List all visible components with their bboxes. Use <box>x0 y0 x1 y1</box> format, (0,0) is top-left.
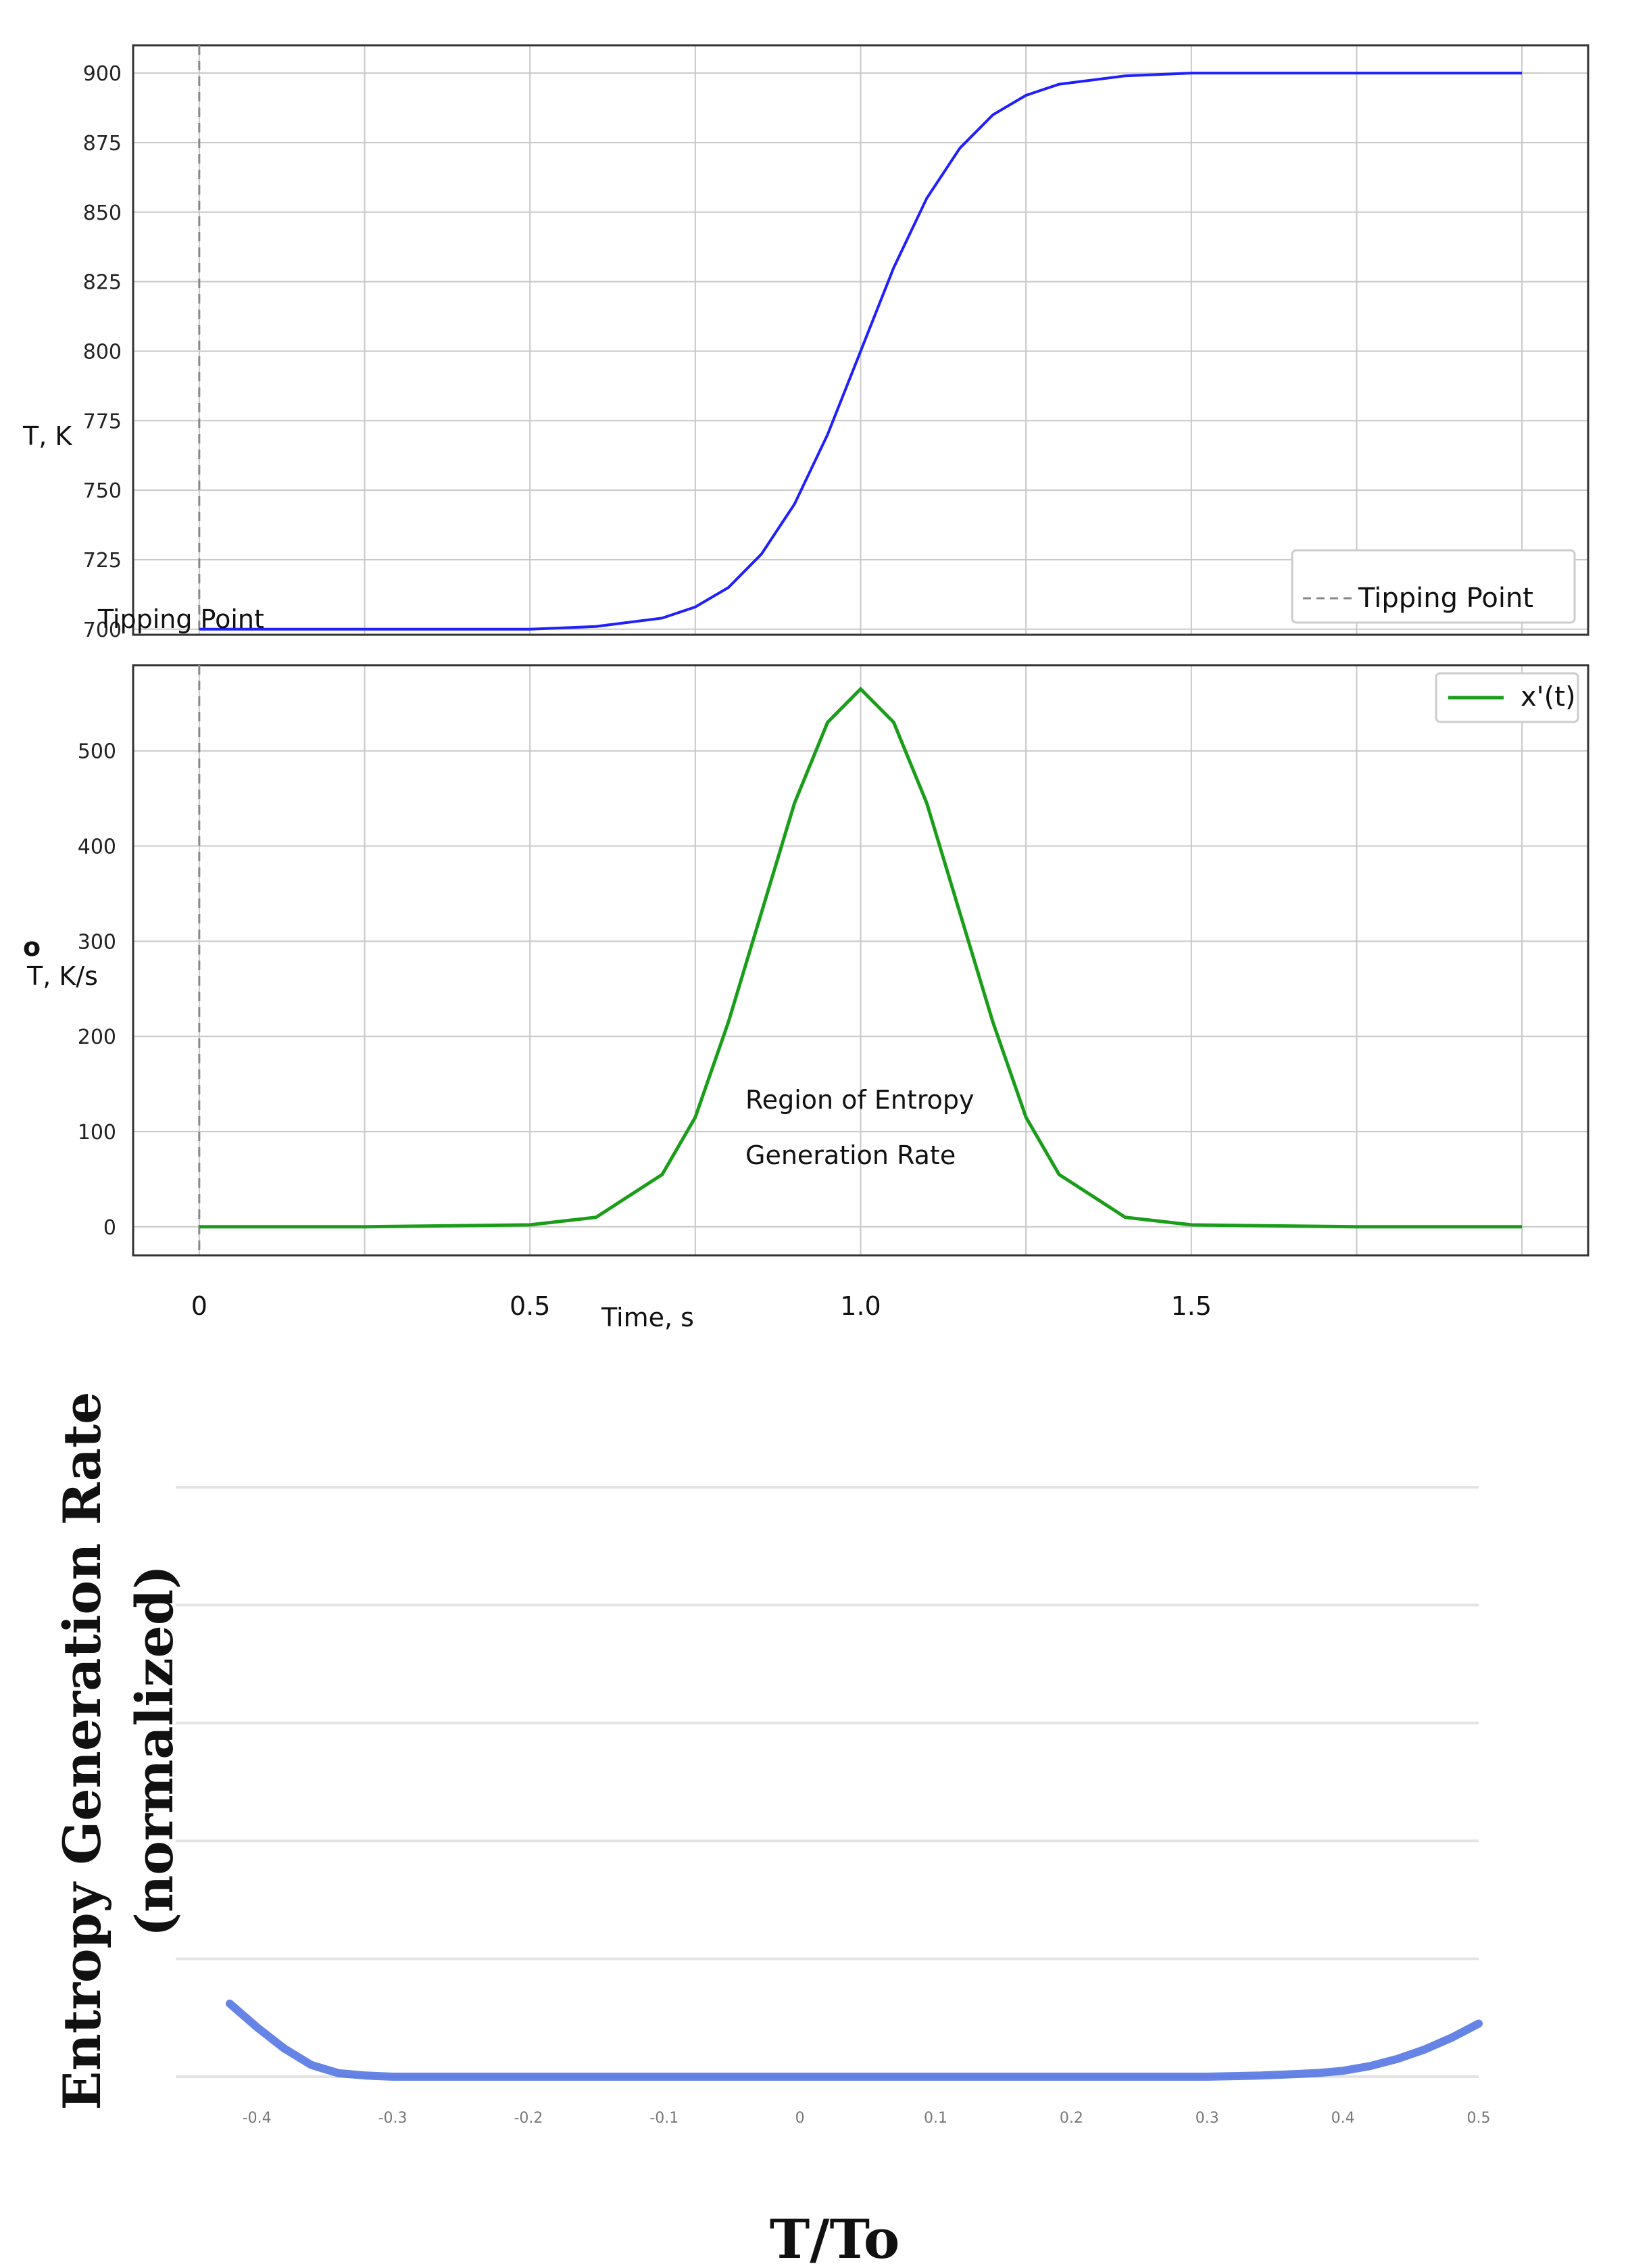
x-tick-label: 0.5 <box>1467 2110 1491 2127</box>
y-tick-label: 200 <box>78 1026 116 1049</box>
x-tick-label: 0.4 <box>1331 2110 1355 2127</box>
x-tick-label: 1.0 <box>840 1291 881 1321</box>
y-tick-label: 825 <box>83 271 122 295</box>
rate-plot-frame <box>132 664 1589 1257</box>
y-tick-label: 900 <box>83 62 122 86</box>
x-tick-label: 0 <box>795 2110 805 2127</box>
y-tick-label: 300 <box>78 930 116 954</box>
x-tick-label: -0.1 <box>649 2110 679 2127</box>
x-tick-label: -0.4 <box>243 2110 272 2127</box>
rate-legend-label: x'(t) <box>1521 681 1576 713</box>
x-tick-label: 0.1 <box>924 2110 947 2127</box>
temperature-y-axis-label: T, K <box>22 421 72 451</box>
temperature-series-line <box>199 72 1523 631</box>
entropy-series-line <box>226 1999 1483 2081</box>
temperature-plot-frame <box>132 44 1589 636</box>
y-tick-label: 400 <box>78 836 116 859</box>
tipping-point-label: Tipping Point <box>97 604 264 634</box>
x-tick-label: -0.3 <box>378 2110 408 2127</box>
y-tick-label: 100 <box>78 1121 116 1144</box>
rate-series-line <box>199 686 1523 1229</box>
y-tick-label: 500 <box>78 740 116 764</box>
y-tick-label: 0 <box>103 1216 116 1240</box>
y-tick-label: 750 <box>83 479 122 503</box>
annotation-line-2: Generation Rate <box>745 1140 956 1170</box>
rate-legend: x'(t) <box>1435 672 1579 723</box>
temperature-legend-box <box>1291 549 1576 624</box>
y-tick-label: 875 <box>83 132 122 155</box>
x-tick-label: 0.3 <box>1195 2110 1219 2127</box>
y-tick-label: 775 <box>83 410 122 433</box>
y-tick-label: 800 <box>83 340 122 364</box>
rate-x-axis-label: Time, s <box>601 1303 694 1332</box>
x-tick-label: -0.2 <box>514 2110 543 2127</box>
y-tick-label: 700 <box>83 619 122 642</box>
entropy-x-axis-label: T/To <box>770 2207 899 2268</box>
x-tick-label: 1.5 <box>1171 1291 1212 1321</box>
y-tick-label: 725 <box>83 549 122 573</box>
rate-chart: 0 100 200 300 400 500 0 0.5 1.0 1.5 Region of En… <box>23 664 1589 1332</box>
entropy-chart: -0.4 -0.3 -0.2 -0.1 0 0.1 0.2 0.3 0.4 0.5 T/To En… <box>52 1392 1491 2268</box>
x-tick-label: 0.2 <box>1060 2110 1083 2127</box>
y-tick-label: 850 <box>83 201 122 225</box>
x-tick-label: 0 <box>191 1291 207 1321</box>
entropy-y-axis-label-line-1: Entropy Generation Rate <box>52 1392 112 2110</box>
rate-y-axis-mark: o <box>23 932 41 962</box>
rate-legend-box <box>1435 672 1579 723</box>
temperature-legend: Tipping Point <box>1291 549 1576 624</box>
temperature-chart: 700 725 750 775 800 825 850 875 900 Tipping Poin… <box>22 44 1589 642</box>
annotation-line-1: Region of Entropy <box>745 1085 975 1115</box>
rate-y-axis-label: T, K/s <box>26 961 98 991</box>
temperature-legend-label: Tipping Point <box>1358 583 1533 614</box>
entropy-y-axis-label-line-2: (normalized) <box>124 1565 184 1937</box>
x-tick-label: 0.5 <box>510 1291 550 1321</box>
